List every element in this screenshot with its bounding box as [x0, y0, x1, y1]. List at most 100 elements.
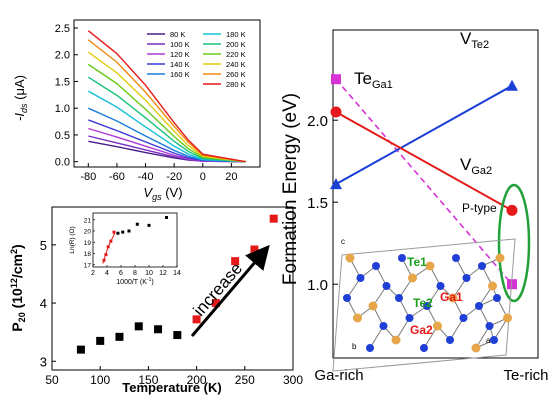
panel-b-axes: 50 100 150 200 250 300 3 4 5	[40, 238, 304, 387]
inset-x-tick-label: 12	[159, 270, 167, 277]
data-point	[192, 315, 201, 324]
data-point	[506, 79, 518, 91]
transfer-curve-chart: -80 -60 -40 -20 0 20 0.0 0.5 1.0 1.5 2.0 2.5 80 K10…	[12, 19, 261, 202]
gallium-atom	[353, 313, 362, 323]
x-label-ga-rich: Ga-rich	[314, 367, 363, 384]
inset-axes: 2 4 6 8 10 12 14 17 18 19 20 21	[84, 217, 181, 277]
data-point	[330, 178, 342, 190]
legend-label: 120 K	[170, 50, 190, 59]
legend-label: 220 K	[226, 50, 246, 59]
inset-data-point	[116, 231, 120, 235]
legend-label: 80 K	[170, 30, 185, 39]
gallium-atom	[448, 293, 458, 303]
x-tick-label: 300	[283, 373, 303, 387]
inset-frame	[92, 212, 178, 268]
series-line	[335, 84, 513, 186]
y-tick-label: 2.0	[307, 113, 328, 130]
x-tick-label: -20	[166, 171, 182, 183]
inset-xlabel: 1000/T (K-1)	[116, 277, 153, 286]
legend-label: 160 K	[170, 70, 190, 79]
series-line	[335, 78, 513, 285]
y-tick-label: 1.0	[307, 277, 328, 294]
panel-b-ylabel: P20 (1012/cm2)	[9, 244, 27, 331]
y-tick-label: 2.5	[55, 23, 70, 35]
gallium-atom	[425, 261, 435, 271]
gallium-atom	[495, 253, 505, 263]
inset-y-tick-label: 17	[84, 262, 92, 269]
y-tick-label: 3	[40, 354, 47, 369]
x-tick-label: 250	[235, 373, 255, 387]
crystal-label-te2: Te2	[413, 296, 433, 310]
crystal-axis-c: c	[341, 237, 345, 246]
tellurium-atom	[478, 262, 486, 270]
x-tick-label: 0	[200, 171, 206, 183]
gallium-atom	[345, 253, 355, 263]
crystal-label-ga2: Ga2	[410, 323, 433, 337]
data-point	[211, 299, 220, 308]
panel-a-ylabel: -Ids (μA)	[12, 75, 29, 121]
data-point	[134, 322, 143, 331]
inset-data-point	[102, 258, 106, 262]
increase-annotation: increase	[190, 259, 247, 320]
inset-data-point	[104, 253, 108, 257]
tellurium-atom	[485, 322, 494, 330]
crystal-label-ga1: Ga1	[440, 290, 463, 304]
ptype-annotation: P-type	[462, 201, 497, 215]
label-te-ga1: TeGa1	[354, 69, 393, 91]
series-line	[87, 39, 246, 163]
crystal-bond	[449, 317, 464, 341]
tellurium-atom	[452, 254, 460, 262]
x-tick-label: -40	[138, 171, 154, 183]
tellurium-atom	[459, 314, 468, 322]
panel-b-frame	[51, 206, 294, 371]
data-point	[330, 106, 342, 118]
inset-y-tick-label: 21	[84, 217, 92, 224]
inset-data-point	[109, 239, 113, 243]
ptype-highlight-ellipse	[497, 183, 531, 303]
x-tick-label: 20	[225, 171, 237, 183]
legend-label: 240 K	[226, 60, 246, 69]
gallium-atom	[408, 273, 417, 283]
data-point	[506, 204, 518, 216]
tellurium-atom	[493, 294, 501, 302]
inset-x-tick-label: 10	[145, 270, 153, 277]
panel-a-series	[87, 30, 246, 163]
increase-arrow	[190, 244, 270, 337]
inset-y-tick-label: 20	[84, 229, 92, 236]
carrier-density-chart: 50 100 150 200 250 300 3 4 5 increase Temperatur…	[9, 206, 304, 395]
data-point	[250, 245, 259, 254]
gallium-atom	[433, 321, 442, 331]
data-point	[76, 345, 85, 354]
data-point	[96, 336, 105, 345]
data-point	[269, 214, 278, 223]
panel-a-frame	[73, 19, 261, 168]
x-tick-label: 200	[187, 373, 207, 387]
y-tick-label: 1.5	[307, 195, 328, 212]
label-v-te2: VTe2	[460, 29, 489, 51]
legend-label: 260 K	[226, 70, 246, 79]
tellurium-atom	[436, 282, 445, 290]
inset-y-tick-label: 19	[84, 240, 92, 247]
arrhenius-inset: 2 4 6 8 10 12 14 17 18 19 20 21 1000/T (K-1) Ln(R) …	[69, 212, 181, 286]
x-tick-label: -60	[109, 171, 125, 183]
crystal-bond	[426, 285, 441, 307]
crystal-label-te1: Te1	[407, 255, 427, 269]
y-tick-label: 0.5	[55, 130, 70, 142]
x-tick-label: 100	[90, 373, 110, 387]
data-point	[173, 331, 182, 340]
inset-x-tick-label: 6	[119, 270, 123, 277]
inset-data-point	[135, 222, 139, 226]
tellurium-atom	[490, 336, 498, 344]
legend-label: 180 K	[226, 30, 246, 39]
gallium-atom	[471, 343, 481, 353]
y-tick-label: 1.5	[55, 76, 70, 88]
data-point	[231, 257, 240, 266]
gallium-atom	[488, 281, 497, 291]
tellurium-atom	[382, 282, 391, 290]
y-tick-label: 4	[40, 296, 47, 311]
inset-ylabel: Ln(R) (Ω)	[69, 226, 76, 253]
tellurium-atom	[395, 294, 403, 302]
legend-label: 100 K	[170, 40, 190, 49]
y-tick-label: 0.0	[55, 157, 70, 169]
